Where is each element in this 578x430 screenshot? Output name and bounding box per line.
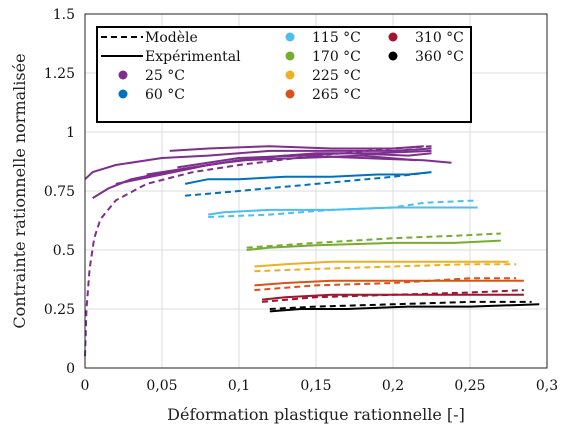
legend-marker: [118, 70, 128, 80]
legend-entry-label: 310 °C: [415, 30, 464, 46]
legend-marker: [285, 51, 295, 61]
x-tick-label: 0,15: [300, 378, 331, 394]
experimental-curve: [84, 147, 432, 180]
series-170CC: [246, 232, 501, 251]
experimental-curve: [254, 279, 524, 287]
series-265CC: [254, 277, 524, 292]
y-tick-label: 1.5: [53, 7, 75, 23]
experimental-curve: [246, 239, 501, 251]
series-60CC: [184, 171, 432, 197]
legend-entry-label: 25 °C: [145, 68, 185, 84]
legend-box: [96, 26, 472, 123]
series-225CC: [254, 260, 517, 273]
legend-marker: [388, 32, 398, 42]
experimental-curve: [146, 154, 417, 176]
model-curve: [246, 232, 501, 249]
model-curve: [254, 263, 517, 273]
legend-entry-label: 170 °C: [312, 49, 361, 65]
x-tick-label: 0,3: [536, 378, 558, 394]
legend: Modèle Expérimental 25 °C 60 °C 115 °C 170 °C…: [96, 26, 472, 123]
model-curve: [208, 199, 478, 218]
y-tick-label: 0.75: [44, 184, 75, 200]
legend-marker: [388, 51, 398, 61]
legend-dashed-label: Modèle: [145, 30, 198, 46]
series-25CC: [84, 145, 452, 357]
y-axis-label: Contrainte rationnelle normalisée: [10, 53, 29, 328]
series-310CC: [261, 289, 524, 303]
y-tick-label: 0: [66, 361, 75, 377]
x-tick-label: 0,1: [228, 378, 250, 394]
experimental-curve: [184, 171, 432, 185]
model-curve: [254, 277, 517, 292]
y-tick-label: 1: [66, 125, 75, 141]
series-layer: [84, 145, 540, 357]
x-axis-label: Déformation plastique rationnelle [-]: [167, 405, 465, 424]
legend-entry-label: 115 °C: [312, 30, 361, 46]
x-tick-label: 0,25: [454, 378, 485, 394]
series-360CC: [269, 300, 540, 313]
legend-entry-label: 360 °C: [415, 49, 464, 65]
model-curve: [185, 171, 432, 197]
x-tick-label: 0: [81, 378, 90, 394]
legend-marker: [285, 89, 295, 99]
legend-entry-label: 225 °C: [312, 68, 361, 84]
tick-labels: 0 0,05 0,1 0,15 0,2 0,25 0,3 0 0.25 0.5 0.75 1 1.25 1…: [44, 7, 558, 394]
legend-marker: [285, 32, 295, 42]
x-tick-label: 0,05: [146, 378, 177, 394]
legend-marker: [285, 70, 295, 80]
legend-entry-label: 265 °C: [312, 87, 361, 103]
experimental-curve: [269, 303, 540, 313]
legend-entry-label: 60 °C: [145, 87, 185, 103]
y-tick-label: 0.25: [44, 302, 75, 318]
plot-frame: [84, 13, 548, 369]
y-tick-label: 1.25: [44, 66, 75, 82]
legend-marker: [118, 89, 128, 99]
legend-solid-label: Expérimental: [145, 49, 241, 65]
model-curve: [84, 145, 432, 357]
series-115CC: [208, 199, 478, 218]
model-curve: [269, 300, 532, 310]
experimental-curve: [254, 260, 509, 268]
y-tick-label: 0.5: [53, 243, 75, 259]
x-tick-label: 0,2: [382, 378, 404, 394]
experimental-curve: [177, 154, 452, 169]
model-curve: [262, 289, 524, 303]
